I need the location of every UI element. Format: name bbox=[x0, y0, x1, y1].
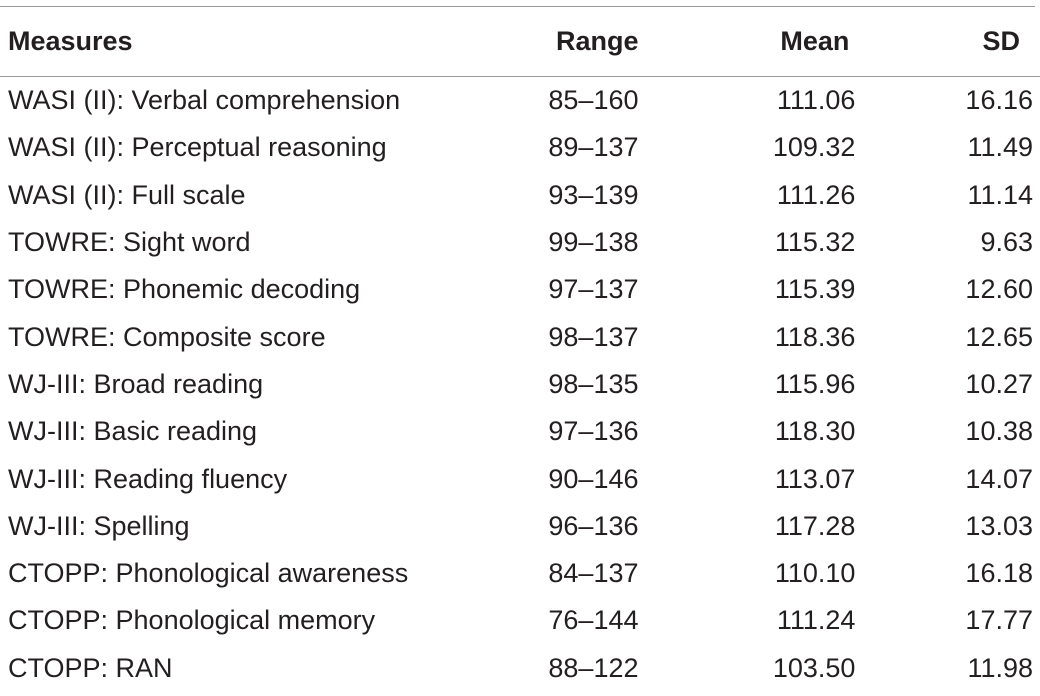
cell-range: 88–122 bbox=[548, 652, 639, 683]
cell-measure: WJ-III: Reading fluency bbox=[8, 463, 288, 494]
cell-measure: CTOPP: Phonological memory bbox=[8, 605, 376, 636]
measures-table: Measures Range Mean SD WASI (II): Verbal… bbox=[0, 6, 1040, 692]
cell-mean: 111.24 bbox=[776, 605, 856, 636]
cell-sd: 16.18 bbox=[965, 558, 1033, 589]
cell-measure: TOWRE: Phonemic decoding bbox=[8, 274, 361, 305]
cell-mean: 109.32 bbox=[772, 132, 856, 163]
cell-sd: 9.63 bbox=[980, 227, 1033, 258]
cell-range: 89–137 bbox=[548, 132, 639, 163]
table-row: TOWRE: Composite score 98–137 118.36 12.65 bbox=[0, 313, 1040, 360]
table-row: WJ-III: Basic reading 97–136 118.30 10.38 bbox=[0, 408, 1040, 455]
header-row: Measures Range Mean SD bbox=[0, 6, 1040, 77]
cell-range: 99–138 bbox=[548, 227, 639, 258]
cell-range: 85–160 bbox=[548, 85, 639, 116]
cell-sd: 11.49 bbox=[967, 132, 1033, 163]
cell-sd: 11.98 bbox=[967, 652, 1033, 683]
cell-mean: 111.06 bbox=[776, 85, 856, 116]
table-row: CTOPP: RAN 88–122 103.50 11.98 bbox=[0, 645, 1040, 692]
cell-sd: 10.38 bbox=[965, 416, 1033, 447]
table-row: WJ-III: Spelling 96–136 117.28 13.03 bbox=[0, 503, 1040, 550]
header-range: Range bbox=[520, 6, 639, 77]
cell-range: 84–137 bbox=[548, 558, 639, 589]
table-row: WJ-III: Reading fluency 90–146 113.07 14.07 bbox=[0, 455, 1040, 502]
table-row: CTOPP: Phonological memory 76–144 111.24 17… bbox=[0, 597, 1040, 644]
cell-measure: WASI (II): Perceptual reasoning bbox=[8, 132, 387, 163]
header-measures: Measures bbox=[0, 6, 521, 77]
table-row: CTOPP: Phonological awareness 84–137 110.1… bbox=[0, 550, 1040, 597]
cell-mean: 118.36 bbox=[774, 321, 856, 352]
cell-range: 97–136 bbox=[548, 416, 639, 447]
cell-measure: WASI (II): Full scale bbox=[8, 179, 246, 210]
cell-measure: WJ-III: Broad reading bbox=[8, 368, 264, 399]
cell-mean: 103.50 bbox=[772, 652, 856, 683]
table-row: WASI (II): Verbal comprehension 85–160 111… bbox=[0, 77, 1040, 125]
cell-sd: 14.07 bbox=[965, 463, 1033, 494]
cell-range: 90–146 bbox=[548, 463, 639, 494]
cell-measure: WJ-III: Basic reading bbox=[8, 416, 258, 447]
table-body: WASI (II): Verbal comprehension 85–160 111… bbox=[0, 77, 1040, 692]
header-mean: Mean bbox=[638, 6, 856, 77]
cell-measure: CTOPP: Phonological awareness bbox=[8, 558, 409, 589]
cell-sd: 10.27 bbox=[965, 368, 1033, 399]
cell-mean: 113.07 bbox=[774, 463, 856, 494]
cell-measure: TOWRE: Sight word bbox=[8, 227, 251, 258]
cell-measure: CTOPP: RAN bbox=[8, 652, 173, 683]
cell-sd: 11.14 bbox=[967, 179, 1033, 210]
table-row: TOWRE: Sight word 99–138 115.32 9.63 bbox=[0, 219, 1040, 266]
cell-range: 98–137 bbox=[548, 321, 639, 352]
table-row: WJ-III: Broad reading 98–135 115.96 10.27 bbox=[0, 361, 1040, 408]
table-row: WASI (II): Perceptual reasoning 89–137 109… bbox=[0, 124, 1040, 171]
cell-mean: 118.30 bbox=[774, 416, 856, 447]
cell-range: 76–144 bbox=[548, 605, 639, 636]
cell-mean: 117.28 bbox=[774, 510, 856, 541]
cell-mean: 115.32 bbox=[774, 227, 856, 258]
header-sd: SD bbox=[855, 6, 1040, 77]
cell-sd: 17.77 bbox=[965, 605, 1033, 636]
cell-sd: 12.60 bbox=[965, 274, 1033, 305]
table-row: TOWRE: Phonemic decoding 97–137 115.39 12.6… bbox=[0, 266, 1040, 313]
cell-range: 98–135 bbox=[548, 368, 639, 399]
cell-sd: 13.03 bbox=[965, 510, 1033, 541]
cell-measure: WASI (II): Verbal comprehension bbox=[8, 85, 401, 116]
cell-mean: 110.10 bbox=[774, 558, 856, 589]
cell-range: 97–137 bbox=[548, 274, 639, 305]
cell-mean: 111.26 bbox=[776, 179, 856, 210]
cell-measure: WJ-III: Spelling bbox=[8, 510, 190, 541]
table-row: WASI (II): Full scale 93–139 111.26 11.14 bbox=[0, 172, 1040, 219]
cell-mean: 115.96 bbox=[774, 368, 856, 399]
table-header: Measures Range Mean SD bbox=[0, 6, 1040, 77]
cell-range: 93–139 bbox=[548, 179, 639, 210]
cell-sd: 12.65 bbox=[965, 321, 1033, 352]
cell-range: 96–136 bbox=[548, 510, 639, 541]
cell-mean: 115.39 bbox=[774, 274, 856, 305]
cell-measure: TOWRE: Composite score bbox=[8, 321, 326, 352]
cell-sd: 16.16 bbox=[965, 85, 1033, 116]
